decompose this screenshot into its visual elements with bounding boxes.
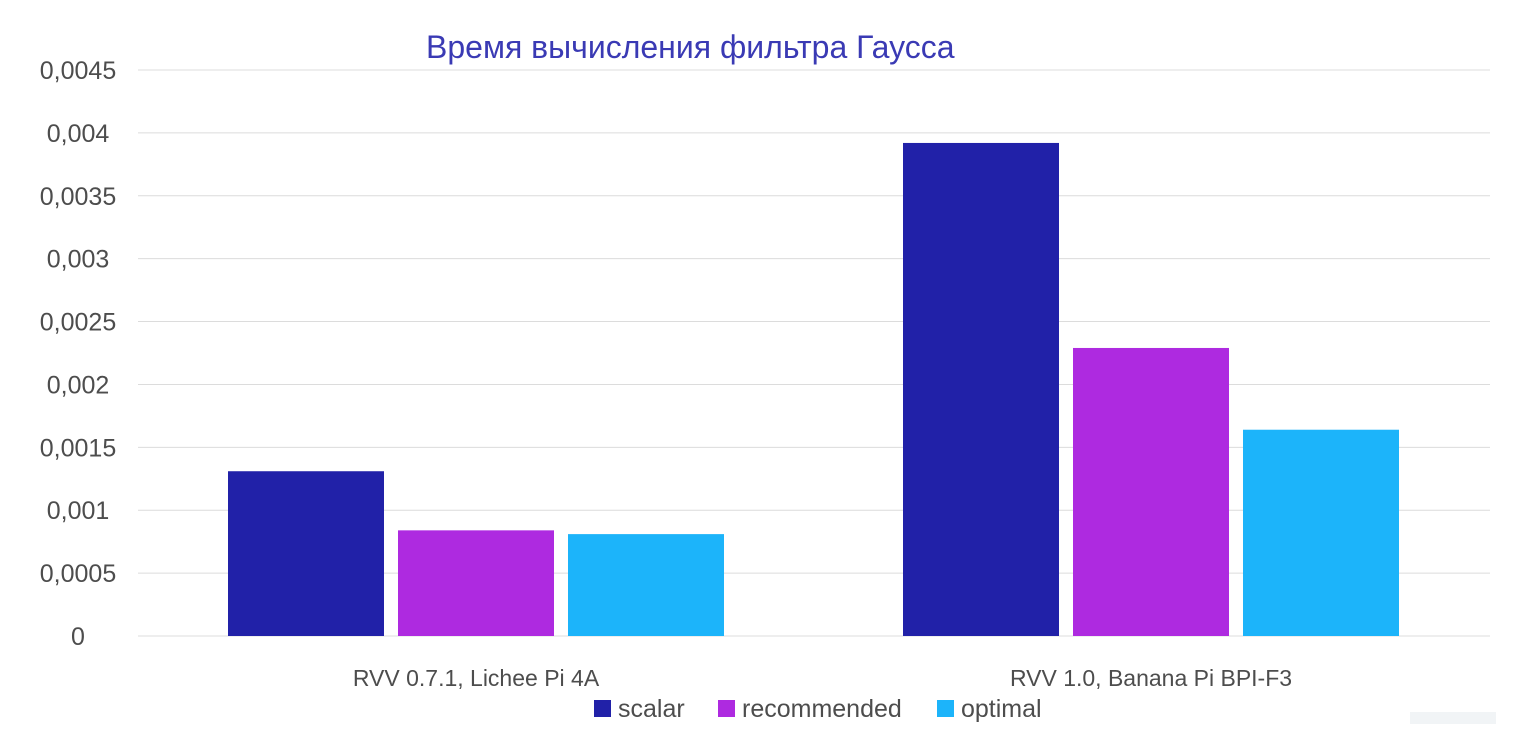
y-tick-label: 0,0005 [40,560,116,588]
y-tick-label: 0,003 [47,246,110,274]
y-tick-label: 0,0035 [40,183,116,211]
bar-scalar [903,142,1059,636]
legend-swatch-scalar [594,700,611,717]
bars [228,142,1399,636]
y-tick-label: 0,0015 [40,434,116,462]
y-axis-ticks: 0 0,0005 0,001 0,0015 0,002 0,0025 0,003 0,0035… [40,57,116,651]
category-label: RVV 1.0, Banana Pi BPI-F3 [1010,665,1292,691]
bar-scalar [228,471,384,636]
legend-swatch-recommended [718,700,735,717]
bar-recommended [398,530,554,636]
legend: scalar recommended optimal [594,695,1042,723]
legend-swatch-optimal [937,700,954,717]
y-tick-label: 0,004 [47,120,110,148]
y-tick-label: 0 [71,623,85,651]
legend-label-scalar: scalar [618,695,685,723]
chart-title: Время вычисления фильтра Гаусса [426,29,955,65]
bar-optimal [1243,429,1399,636]
category-label: RVV 0.7.1, Lichee Pi 4A [353,665,600,691]
corner-box [1410,712,1496,724]
y-tick-label: 0,0025 [40,309,116,337]
y-tick-label: 0,0045 [40,57,116,85]
y-tick-label: 0,002 [47,371,110,399]
legend-label-optimal: optimal [961,695,1042,723]
legend-label-recommended: recommended [742,695,902,723]
y-tick-label: 0,001 [47,497,110,525]
bar-recommended [1073,347,1229,636]
x-axis-categories: RVV 0.7.1, Lichee Pi 4A RVV 1.0, Banana P… [353,665,1292,691]
bar-optimal [568,534,724,636]
